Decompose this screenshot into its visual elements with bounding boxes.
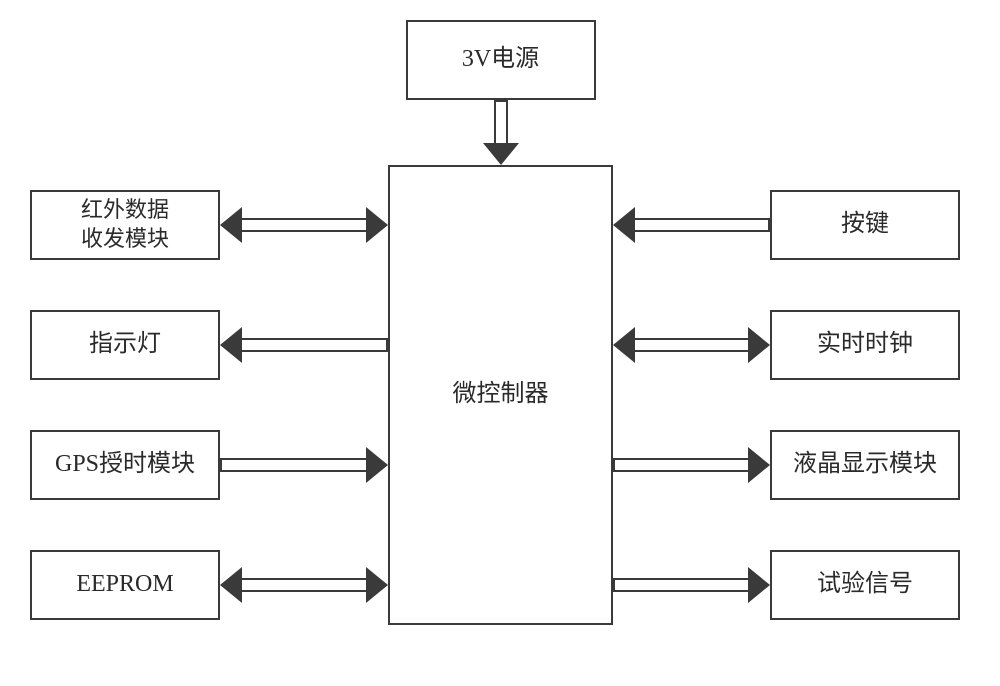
block-mcu: 微控制器 (388, 165, 613, 625)
arrow-lcd (613, 447, 770, 483)
block-power: 3V电源 (406, 20, 596, 100)
arrow-ir (220, 207, 388, 243)
arrow-power-down (483, 100, 519, 165)
block-keys: 按键 (770, 190, 960, 260)
arrow-gps (220, 447, 388, 483)
block-lcd: 液晶显示模块 (770, 430, 960, 500)
block-sig: 试验信号 (770, 550, 960, 620)
arrow-keys (613, 207, 770, 243)
block-led: 指示灯 (30, 310, 220, 380)
block-rtc: 实时时钟 (770, 310, 960, 380)
block-gps: GPS授时模块 (30, 430, 220, 500)
arrow-eeprom (220, 567, 388, 603)
block-ir: 红外数据 收发模块 (30, 190, 220, 260)
arrow-sig (613, 567, 770, 603)
block-eeprom: EEPROM (30, 550, 220, 620)
arrow-rtc (613, 327, 770, 363)
arrow-led (220, 327, 388, 363)
